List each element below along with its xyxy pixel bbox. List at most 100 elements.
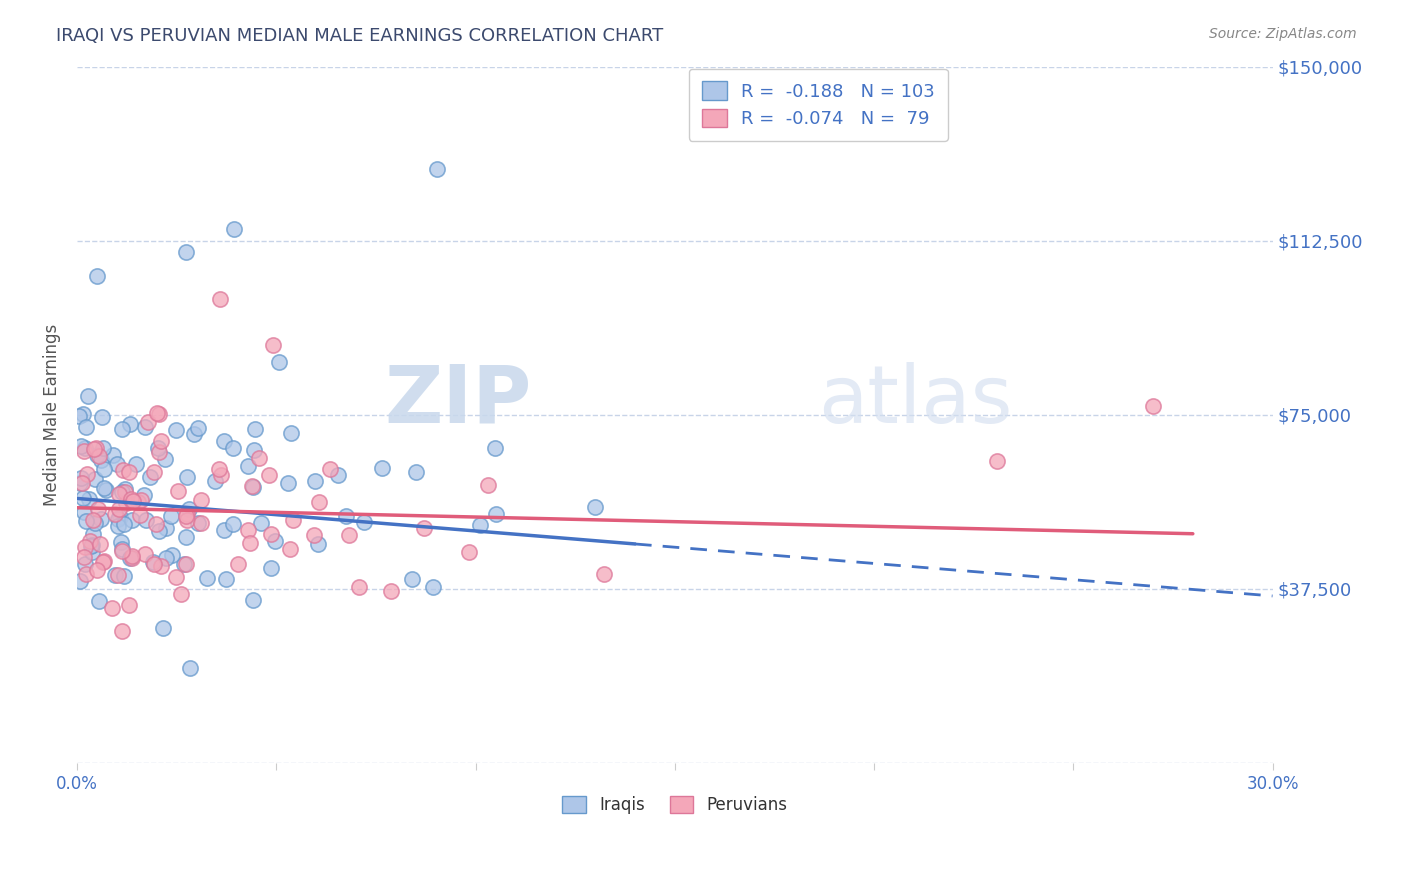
Point [304,474,326,488]
Point [72,491,94,506]
Point [77,389,100,403]
Point [240,479,263,493]
Point [83,442,105,456]
Point [107,518,129,533]
Point [485,507,508,521]
Point [592,567,614,582]
Point [209,467,232,482]
Point [458,545,481,559]
Point [401,572,423,586]
Point [242,592,264,607]
Text: atlas: atlas [818,362,1012,440]
Point [152,621,174,635]
Point [183,427,205,442]
Point [86,268,108,283]
Point [101,448,124,462]
Point [236,523,259,537]
Point [121,549,143,563]
Point [326,468,349,483]
Point [87,501,110,516]
Point [79,492,101,507]
Point [67,409,90,424]
Point [79,533,101,548]
Point [583,500,606,515]
Point [82,527,104,541]
Point [222,516,245,531]
Point [129,508,152,523]
Point [174,558,197,572]
Point [75,557,97,571]
Point [107,567,129,582]
Point [90,452,112,467]
Point [150,559,173,574]
Point [148,444,170,458]
Point [118,551,141,566]
Point [159,508,181,523]
Point [73,505,96,519]
Point [104,568,127,582]
Point [125,457,148,471]
Point [110,624,132,639]
Point [477,477,499,491]
Point [174,509,197,524]
Point [484,441,506,455]
Point [73,441,96,455]
Point [308,495,330,509]
Point [75,514,97,528]
Point [104,507,127,521]
Point [165,569,187,583]
Point [371,460,394,475]
Point [208,462,231,476]
Point [142,555,165,569]
Point [174,530,197,544]
Point [176,470,198,484]
Point [112,463,135,477]
Point [93,554,115,568]
Point [155,551,177,566]
Point [226,557,249,571]
Text: IRAQI VS PERUVIAN MEDIAN MALE EARNINGS CORRELATION CHART: IRAQI VS PERUVIAN MEDIAN MALE EARNINGS C… [56,27,664,45]
Point [93,481,115,495]
Point [111,544,134,558]
Point [413,520,436,534]
Point [107,487,129,501]
Point [239,535,262,549]
Point [72,407,94,421]
Point [236,458,259,473]
Point [242,480,264,494]
Point [224,222,246,236]
Point [80,539,103,553]
Point [120,417,142,432]
Point [179,661,201,675]
Point [247,451,270,466]
Point [165,423,187,437]
Point [243,442,266,457]
Point [215,572,238,586]
Point [112,568,135,582]
Point [145,406,167,420]
Point [132,488,155,502]
Point [174,245,197,260]
Point [90,409,112,424]
Point [277,476,299,491]
Point [148,524,170,538]
Point [283,513,305,527]
Point [280,542,302,557]
Point [153,452,176,467]
Point [91,555,114,569]
Point [86,448,108,462]
Point [80,545,103,559]
Point [84,516,107,531]
Point [176,513,198,527]
Point [86,563,108,577]
Point [89,594,111,608]
Point [110,510,132,524]
Point [110,534,132,549]
Point [269,354,291,368]
Point [170,587,193,601]
Point [111,541,134,556]
Point [190,492,212,507]
Point [155,521,177,535]
Point [105,457,128,471]
Point [468,518,491,533]
